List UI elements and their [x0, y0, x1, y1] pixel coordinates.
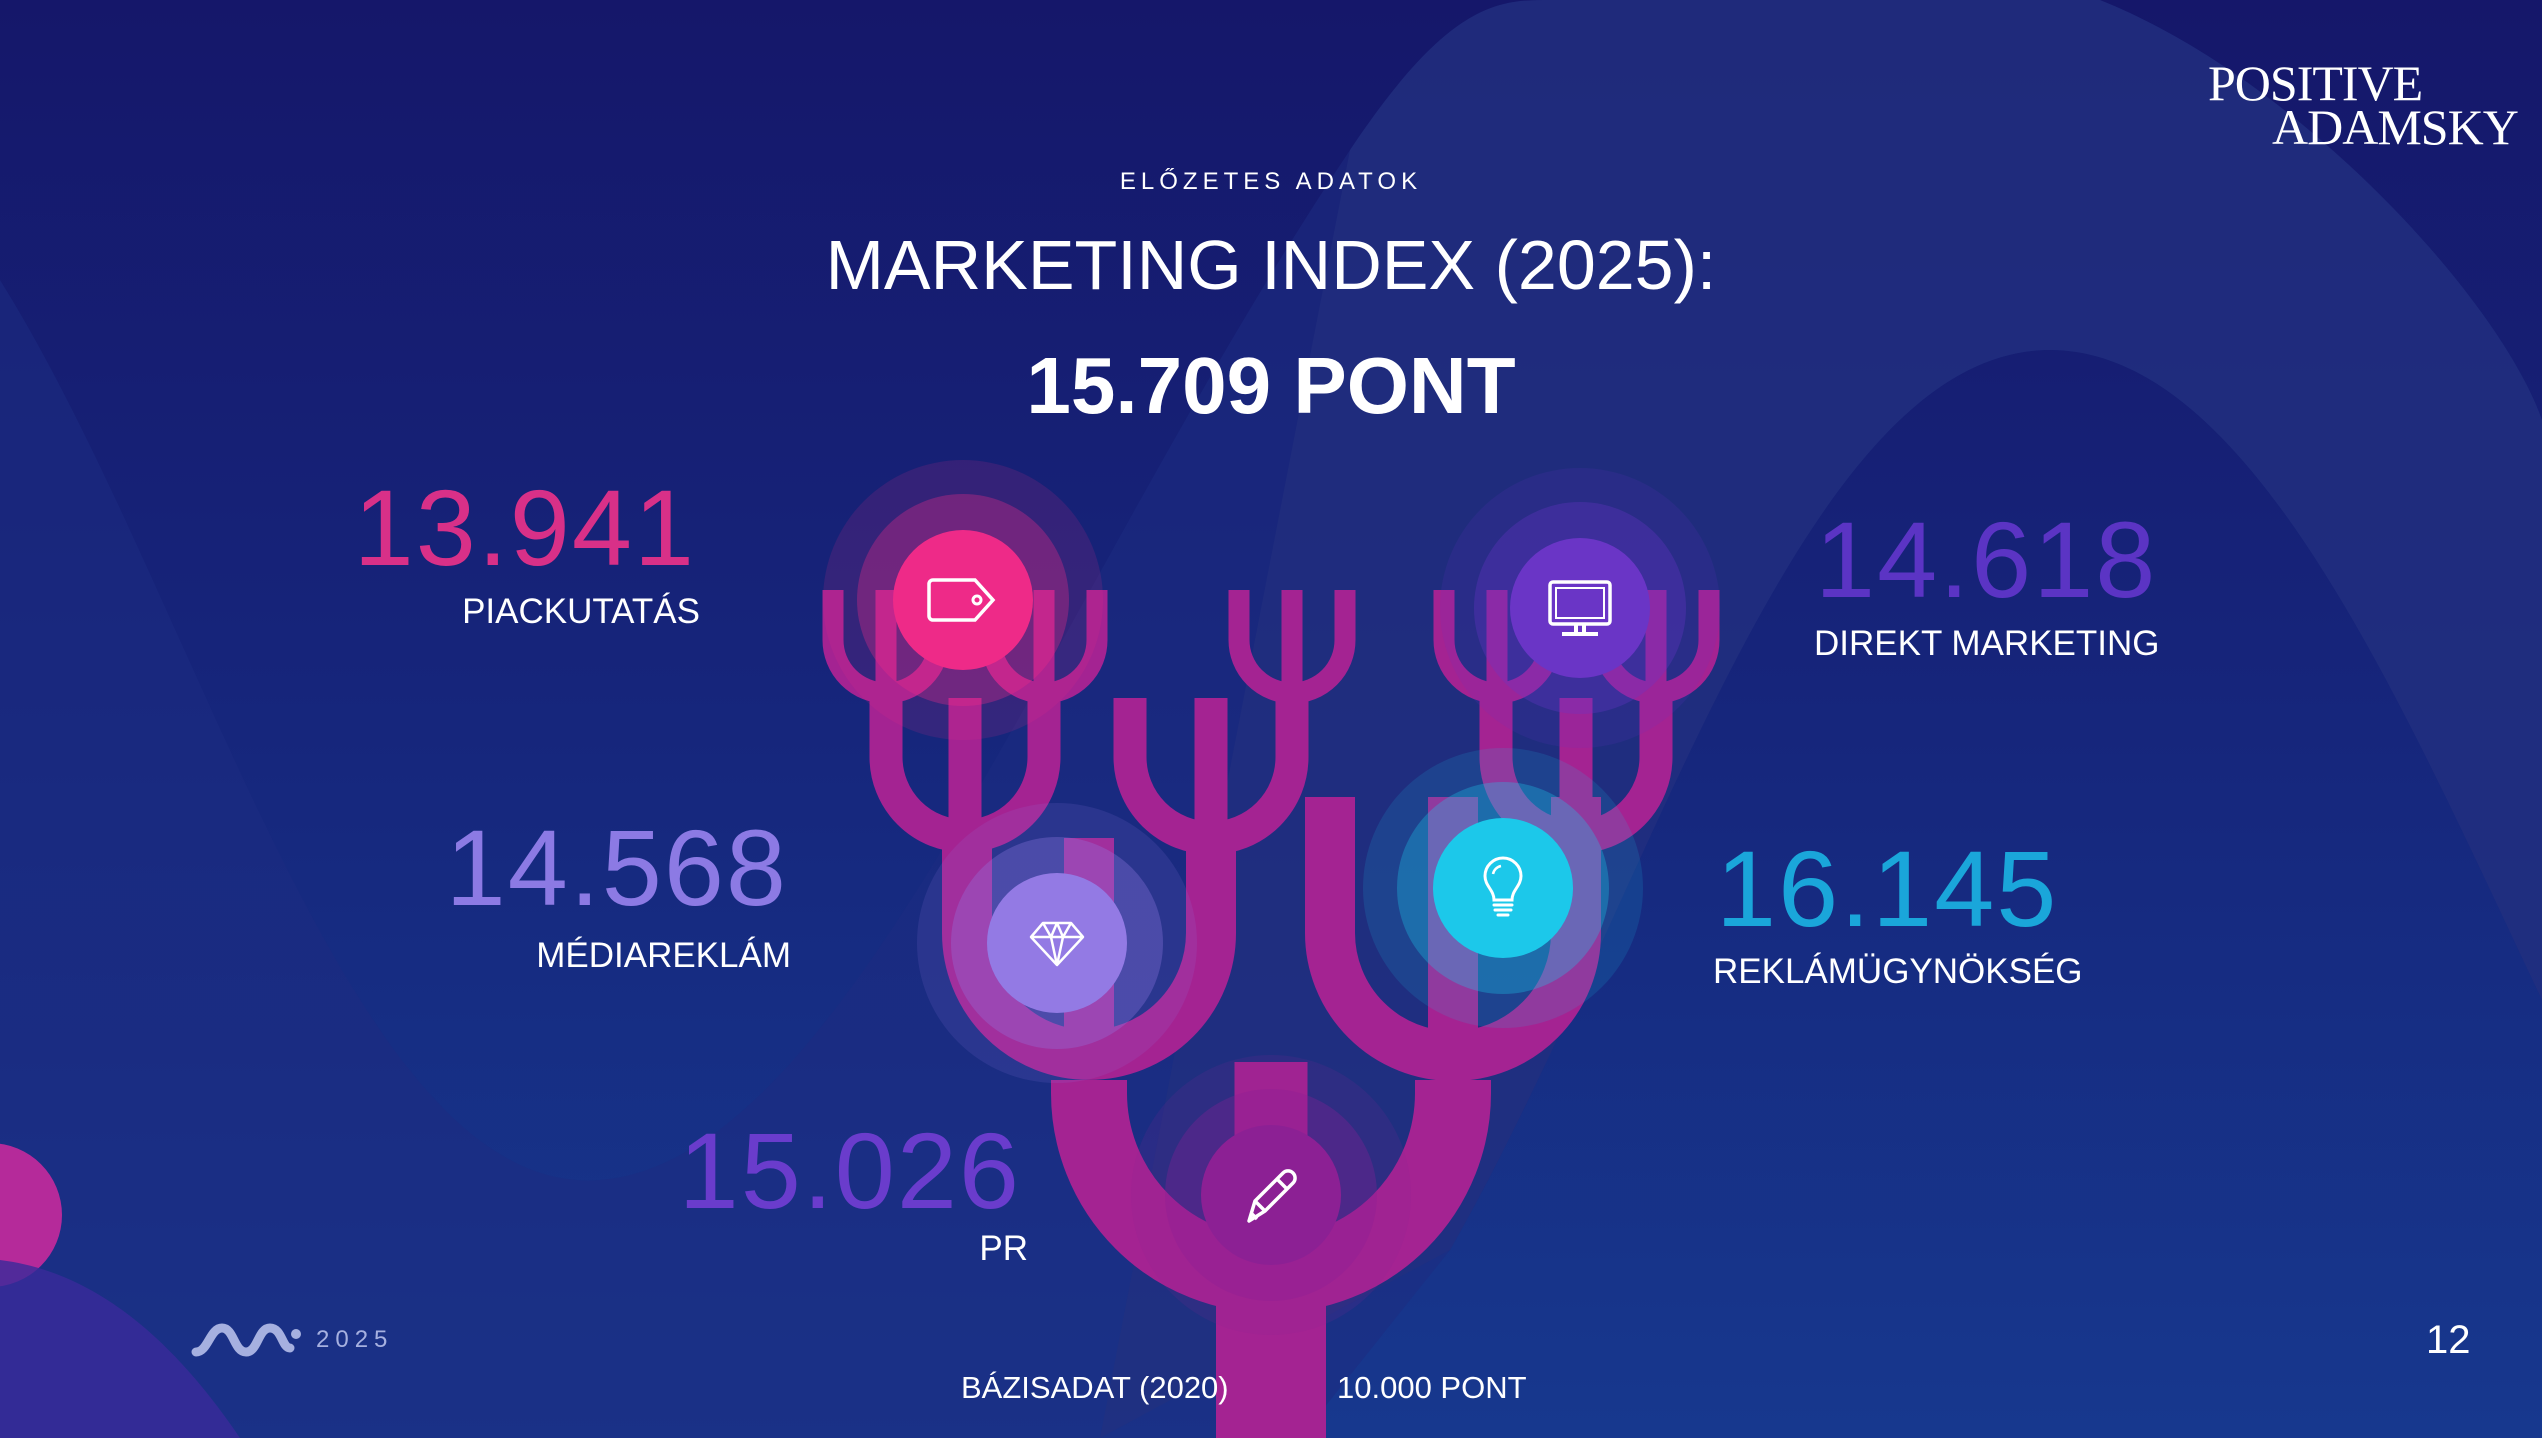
reklamugynokseg-value: 16.145	[1716, 828, 2059, 949]
mediareklam-label: MÉDIAREKLÁM	[536, 936, 791, 975]
mediareklam-value: 14.568	[445, 807, 788, 928]
logo-line-1: POSITIVE	[2208, 55, 2423, 111]
pr-node	[1131, 1055, 1411, 1335]
brand-logo: POSITIVE ADAMSKY	[2208, 55, 2519, 155]
base-label: BÁZISADAT (2020)	[961, 1370, 1229, 1405]
pr-label: PR	[979, 1229, 1028, 1268]
base-value: 10.000 PONT	[1337, 1370, 1527, 1405]
pencil-icon	[1247, 1169, 1297, 1223]
node-circle	[1433, 818, 1573, 958]
logo-line-2: ADAMSKY	[2272, 99, 2519, 155]
page-title: MARKETING INDEX (2025):	[825, 226, 1717, 304]
mediareklam-node	[917, 803, 1197, 1083]
price-tag-icon	[927, 578, 996, 622]
page-number: 12	[2426, 1318, 2471, 1362]
direkt-marketing-value: 14.618	[1815, 499, 2158, 620]
footer-year: 2025	[316, 1326, 394, 1353]
direkt-marketing-node	[1440, 468, 1720, 748]
reklamugynokseg-node	[1363, 748, 1643, 1028]
kicker-text: ELŐZETES ADATOK	[1119, 168, 1423, 195]
lightbulb-icon	[1483, 856, 1523, 917]
direkt-marketing-label: DIREKT MARKETING	[1814, 624, 2160, 663]
piackutatas-node	[823, 460, 1103, 740]
pr-value: 15.026	[678, 1110, 1021, 1231]
wave-logo-icon	[191, 1323, 301, 1357]
node-circle	[1510, 538, 1650, 678]
node-circle	[893, 530, 1033, 670]
node-circle	[1201, 1125, 1341, 1265]
diamond-icon	[1029, 921, 1085, 967]
monitor-icon	[1548, 580, 1612, 636]
piackutatas-value: 13.941	[353, 467, 696, 588]
reklamugynokseg-label: REKLÁMÜGYNÖKSÉG	[1713, 952, 2083, 991]
total-score: 15.709 PONT	[1026, 341, 1516, 430]
node-circle	[987, 873, 1127, 1013]
piackutatas-label: PIACKUTATÁS	[462, 592, 700, 631]
